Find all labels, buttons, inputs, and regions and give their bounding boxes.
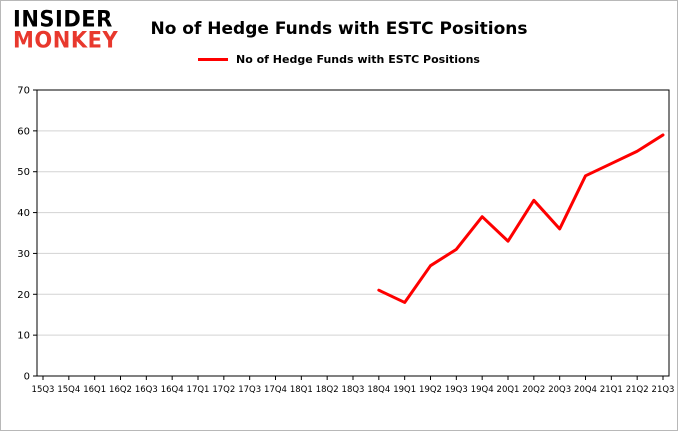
x-tick-label: 16Q4 <box>161 385 184 395</box>
logo-text-monkey: MONKEY <box>13 27 119 53</box>
insider-monkey-logo: INSIDER MONKEY <box>13 6 119 53</box>
chart-line <box>377 133 665 304</box>
chart-header: INSIDER MONKEY No of Hedge Funds with ES… <box>1 1 677 81</box>
y-tick-label: 20 <box>17 290 30 301</box>
y-tick-label: 10 <box>17 331 30 342</box>
title-block: No of Hedge Funds with ESTC Positions No… <box>1 19 677 66</box>
y-tick-label: 70 <box>17 86 30 97</box>
x-tick-label: 19Q1 <box>393 385 416 395</box>
x-tick-label: 20Q1 <box>497 385 520 395</box>
y-tick-label: 30 <box>17 249 30 260</box>
legend: No of Hedge Funds with ESTC Positions <box>198 53 480 66</box>
x-tick-label: 17Q3 <box>238 385 261 395</box>
x-tick-label: 20Q2 <box>522 385 545 395</box>
x-tick-label: 17Q4 <box>264 385 287 395</box>
legend-label: No of Hedge Funds with ESTC Positions <box>236 53 480 66</box>
x-tick-label: 21Q2 <box>626 385 649 395</box>
x-tick-label: 18Q2 <box>316 385 339 395</box>
y-tick-label: 0 <box>24 372 30 383</box>
x-tick-label: 20Q4 <box>574 385 597 395</box>
x-tick-label: 17Q2 <box>212 385 235 395</box>
logo-text-insider: INSIDER <box>13 6 113 32</box>
x-tick-label: 18Q4 <box>367 385 390 395</box>
x-tick-label: 21Q1 <box>600 385 623 395</box>
x-tick-label: 19Q2 <box>419 385 442 395</box>
x-tick-label: 16Q2 <box>109 385 132 395</box>
x-tick-label: 18Q1 <box>290 385 313 395</box>
x-tick-label: 18Q3 <box>342 385 365 395</box>
x-tick-label: 21Q3 <box>652 385 675 395</box>
x-tick-label: 16Q3 <box>135 385 158 395</box>
plot-border <box>36 89 670 377</box>
x-tick-label: 17Q1 <box>187 385 210 395</box>
legend-line-swatch <box>198 58 229 61</box>
x-tick-label: 15Q3 <box>32 385 55 395</box>
x-tick-label: 19Q4 <box>471 385 494 395</box>
chart-title: No of Hedge Funds with ESTC Positions <box>150 19 528 39</box>
x-tick-label: 16Q1 <box>83 385 106 395</box>
x-tick-label: 20Q3 <box>548 385 571 395</box>
x-tick-label: 19Q3 <box>445 385 468 395</box>
y-tick-label: 50 <box>17 167 30 178</box>
plot-area: 0 10 20 30 40 50 60 70 15Q3 15Q4 16Q1 16Q2 16Q3 16Q4 1… <box>1 81 677 430</box>
y-tick-label: 40 <box>17 208 30 219</box>
x-tick-label: 15Q4 <box>57 385 80 395</box>
y-tick-label: 60 <box>17 126 30 137</box>
